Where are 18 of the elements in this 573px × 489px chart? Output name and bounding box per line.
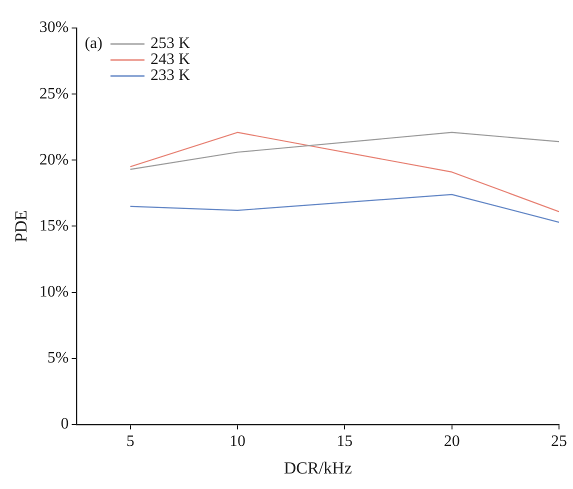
annotation: (a) (84, 35, 102, 52)
legend-label: 243 K (150, 51, 190, 68)
x-tick-label: 20 (444, 433, 460, 450)
y-tick-label: 5% (47, 350, 69, 367)
y-axis-title: PDE (12, 210, 31, 242)
y-tick-label: 0 (60, 416, 69, 433)
x-tick-label: 25 (551, 433, 567, 450)
y-tick-label: 30% (39, 19, 69, 36)
legend-label: 233 K (150, 67, 190, 84)
legend-label: 253 K (150, 35, 190, 52)
x-tick-label: 5 (126, 433, 134, 450)
y-tick-label: 15% (39, 217, 69, 234)
y-tick-label: 25% (39, 85, 69, 102)
y-tick-label: 20% (39, 151, 69, 168)
x-axis-title: DCR/kHz (284, 458, 352, 478)
x-tick-label: 15 (336, 433, 353, 450)
y-tick-label: 10% (39, 283, 69, 300)
x-tick-label: 10 (229, 433, 246, 450)
